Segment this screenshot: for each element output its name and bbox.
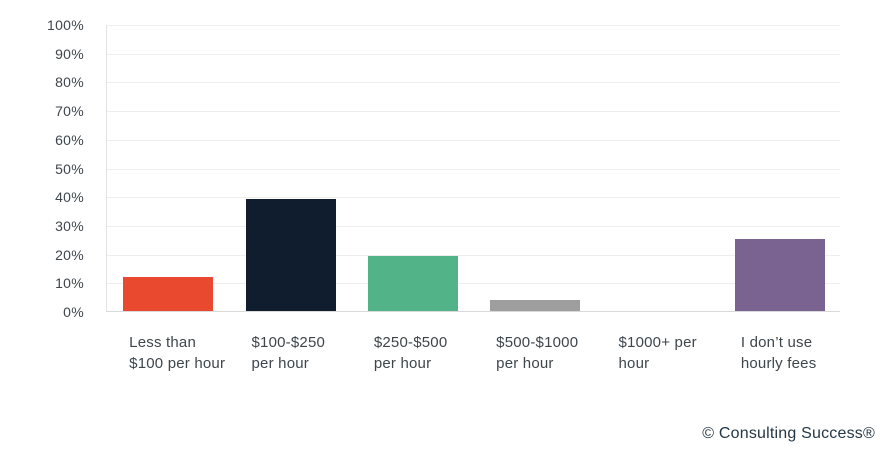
gridline — [107, 53, 840, 55]
gridline — [107, 139, 840, 141]
bar — [123, 276, 214, 311]
gridline — [107, 283, 840, 285]
gridline — [107, 168, 840, 170]
y-tick-label: 50% — [55, 160, 84, 177]
y-tick-label: 10% — [55, 275, 84, 292]
gridline — [107, 254, 840, 256]
gridline — [107, 82, 840, 84]
plot-area — [106, 25, 840, 312]
gridline — [107, 111, 840, 113]
y-tick-label: 30% — [55, 217, 84, 234]
x-category-label: $1000+ per hour — [618, 334, 697, 372]
y-tick-label: 0% — [63, 304, 84, 320]
x-category-label: I don’t use hourly fees — [740, 334, 817, 372]
y-tick-label: 60% — [55, 131, 84, 148]
gridline — [107, 197, 840, 199]
x-category-label: $100-$250 per hour — [251, 334, 326, 372]
bar — [490, 299, 581, 311]
y-tick-label: 90% — [55, 45, 84, 62]
y-tick-label: 100% — [46, 17, 84, 33]
y-tick-label: 40% — [55, 189, 84, 206]
x-category-label: Less than $100 per hour — [129, 334, 226, 372]
y-tick-label: 70% — [55, 103, 84, 120]
y-tick-label: 20% — [55, 246, 84, 263]
bar — [367, 256, 458, 311]
y-tick-label: 80% — [55, 74, 84, 91]
x-category-label: $500-$1000 per hour — [496, 334, 579, 372]
bar — [245, 199, 336, 311]
y-axis: 100% 90% 80% 70% 60% 50% 40% 30% 20% 10% 0% — [0, 17, 84, 320]
x-category-label: $250-$500 per hour — [373, 334, 448, 372]
gridline — [107, 225, 840, 227]
bar — [734, 239, 825, 311]
x-axis: Less than $100 per hour $100-$250 per hou… — [106, 332, 840, 412]
copyright-text: © Consulting Success® — [702, 425, 875, 442]
gridline — [107, 25, 840, 26]
